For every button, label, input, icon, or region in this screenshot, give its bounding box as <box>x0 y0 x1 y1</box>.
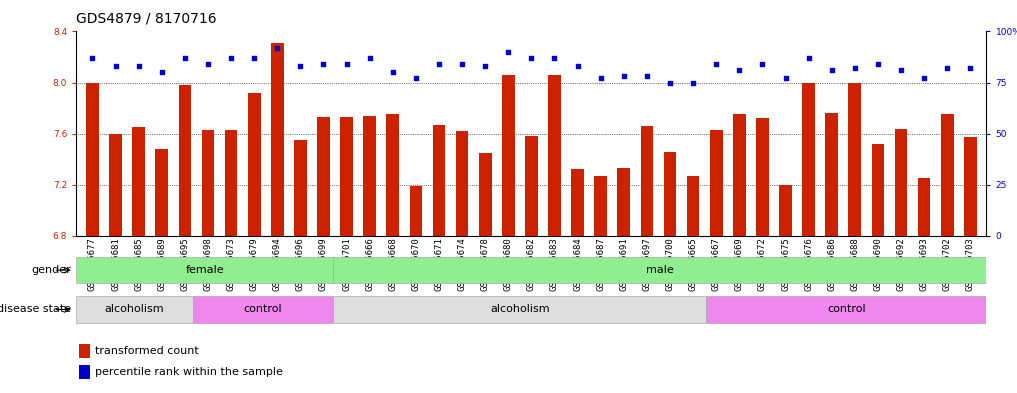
Point <box>777 75 793 82</box>
Point <box>199 61 216 67</box>
Point <box>546 55 562 61</box>
Bar <box>225 130 237 236</box>
Bar <box>156 149 168 236</box>
Point <box>615 73 632 79</box>
Bar <box>826 113 838 236</box>
Bar <box>109 134 122 236</box>
Bar <box>941 114 954 236</box>
Bar <box>271 43 284 236</box>
Point <box>893 67 909 73</box>
Bar <box>917 178 931 236</box>
Point <box>477 63 493 69</box>
Bar <box>248 93 260 236</box>
Point <box>108 63 124 69</box>
Bar <box>78 365 91 380</box>
Text: percentile rank within the sample: percentile rank within the sample <box>95 367 283 377</box>
Bar <box>548 75 560 236</box>
Point <box>223 55 239 61</box>
Bar <box>848 83 861 236</box>
Bar <box>201 130 215 236</box>
Point <box>292 63 308 69</box>
Text: alcoholism: alcoholism <box>105 305 165 314</box>
Point <box>177 55 193 61</box>
Bar <box>756 118 769 236</box>
Text: transformed count: transformed count <box>95 346 198 356</box>
Point <box>639 73 655 79</box>
Point <box>270 45 286 51</box>
Point <box>408 75 424 82</box>
Point <box>708 61 724 67</box>
Bar <box>410 186 422 236</box>
Point <box>315 61 332 67</box>
Point <box>962 65 978 72</box>
Point <box>84 55 101 61</box>
Bar <box>294 140 307 236</box>
Point <box>755 61 771 67</box>
Point <box>685 79 702 86</box>
Bar <box>341 117 353 236</box>
Point <box>731 67 747 73</box>
Bar <box>779 185 792 236</box>
Point <box>824 67 840 73</box>
Bar <box>964 138 976 236</box>
Bar <box>710 130 722 236</box>
Point <box>454 61 470 67</box>
Text: male: male <box>646 265 673 275</box>
Point <box>130 63 146 69</box>
Point <box>593 75 609 82</box>
Point <box>431 61 447 67</box>
Point <box>939 65 955 72</box>
Bar <box>502 75 515 236</box>
Point <box>339 61 355 67</box>
Bar <box>572 169 584 236</box>
Text: female: female <box>185 265 224 275</box>
Text: alcoholism: alcoholism <box>490 305 549 314</box>
Point <box>524 55 540 61</box>
Point <box>570 63 586 69</box>
Bar <box>78 343 91 358</box>
Bar <box>802 83 815 236</box>
Point <box>500 49 517 55</box>
Bar <box>641 126 653 236</box>
Bar <box>686 176 700 236</box>
Bar <box>594 176 607 236</box>
Bar <box>525 136 538 236</box>
Bar <box>76 296 193 323</box>
Text: GDS4879 / 8170716: GDS4879 / 8170716 <box>76 12 217 26</box>
Bar <box>707 296 986 323</box>
Point <box>246 55 262 61</box>
Bar <box>179 85 191 236</box>
Bar <box>193 296 333 323</box>
Bar <box>479 153 491 236</box>
Bar <box>386 114 399 236</box>
Point <box>916 75 933 82</box>
Bar <box>432 125 445 236</box>
Bar <box>456 131 469 236</box>
Point <box>800 55 817 61</box>
Bar <box>86 83 99 236</box>
Bar <box>617 168 631 236</box>
Point <box>847 65 863 72</box>
Text: gender: gender <box>32 265 71 275</box>
Point <box>154 69 170 75</box>
Bar <box>363 116 376 236</box>
Text: control: control <box>244 305 283 314</box>
Point <box>361 55 377 61</box>
Bar <box>317 117 330 236</box>
Bar <box>76 257 333 283</box>
Bar <box>872 144 884 236</box>
Bar <box>132 127 145 236</box>
Point <box>384 69 401 75</box>
Bar <box>664 151 676 236</box>
Bar <box>733 114 745 236</box>
Text: disease state: disease state <box>0 305 71 314</box>
Bar <box>895 129 907 236</box>
Bar <box>333 296 707 323</box>
Point <box>870 61 886 67</box>
Text: control: control <box>827 305 865 314</box>
Bar <box>333 257 986 283</box>
Point <box>662 79 678 86</box>
